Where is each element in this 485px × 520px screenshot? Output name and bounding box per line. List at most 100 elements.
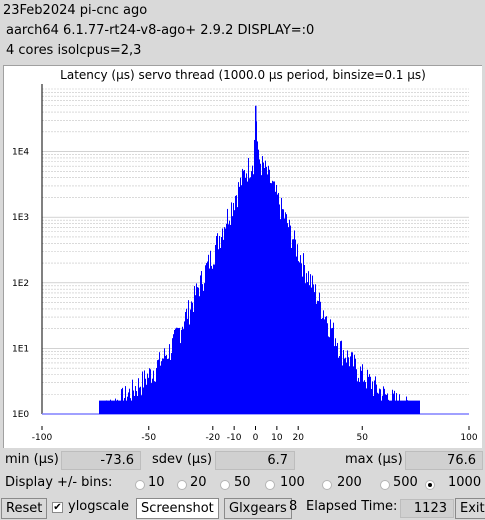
bins-radio-10[interactable] <box>135 480 145 490</box>
histogram-bar <box>302 276 303 414</box>
histogram-bar <box>304 265 305 414</box>
histogram-bar <box>317 300 318 414</box>
histogram-bar <box>344 358 345 414</box>
ylogscale-label[interactable]: ylogscale <box>68 499 130 514</box>
histogram-bar <box>152 378 153 414</box>
latency-histogram-chart: Latency (µs) servo thread (1000.0 µs per… <box>12 68 478 443</box>
histogram-bar <box>215 244 216 414</box>
bins-radio-50[interactable] <box>220 480 230 490</box>
histogram-bar <box>227 208 228 414</box>
histogram-bar <box>130 398 131 414</box>
glxgears-button[interactable]: Glxgears <box>224 498 292 519</box>
histogram-bar <box>401 400 402 414</box>
bins-radio-label-200[interactable]: 200 <box>337 475 362 490</box>
histogram-bar <box>408 400 409 414</box>
histogram-bar <box>237 207 238 414</box>
bins-radio-1000[interactable] <box>425 480 435 490</box>
histogram-bar <box>372 381 373 414</box>
histogram-bar <box>296 256 297 414</box>
histogram-bar <box>148 377 149 414</box>
histogram-bar <box>283 209 284 414</box>
histogram-bar <box>185 311 186 414</box>
screenshot-button[interactable]: Screenshot <box>136 498 219 519</box>
histogram-bar <box>356 369 357 414</box>
histogram-bar <box>201 271 202 414</box>
bins-radio-200[interactable] <box>322 480 332 490</box>
histogram-bar <box>234 210 235 414</box>
histogram-bar <box>273 181 274 414</box>
histogram-bar <box>217 233 218 414</box>
histogram-bar <box>123 400 124 414</box>
histogram-bar <box>142 371 143 414</box>
histogram-bar <box>398 400 399 414</box>
histogram-bar <box>319 292 320 414</box>
histogram-bar <box>323 310 324 414</box>
histogram-bar <box>153 370 154 414</box>
histogram-bar <box>387 393 388 414</box>
bins-radio-label-20[interactable]: 20 <box>190 475 207 490</box>
histogram-bar <box>301 263 302 414</box>
histogram-bar <box>136 391 137 414</box>
histogram-bar <box>196 283 197 414</box>
histogram-bar <box>231 202 232 414</box>
histogram-bar <box>343 350 344 414</box>
histogram-bar <box>198 287 199 414</box>
histogram-bar <box>173 334 174 414</box>
histogram-bar <box>383 386 384 414</box>
histogram-bar <box>379 388 380 414</box>
histogram-bar <box>339 355 340 414</box>
histogram-bar <box>192 302 193 414</box>
histogram-bar <box>151 383 152 414</box>
bins-radio-label-50[interactable]: 50 <box>234 475 251 490</box>
histogram-bar <box>284 218 285 414</box>
histogram-bar <box>377 392 378 414</box>
histogram-bar <box>285 212 286 414</box>
histogram-bar <box>371 389 372 414</box>
bins-radio-label-10[interactable]: 10 <box>148 475 165 490</box>
y-tick-label: 1E3 <box>12 213 29 223</box>
x-tick-label: 20 <box>292 433 304 443</box>
histogram-bar <box>210 250 211 414</box>
histogram-bar <box>225 228 226 414</box>
bins-radio-500[interactable] <box>380 480 390 490</box>
ylogscale-checkbox[interactable]: ✔ <box>52 502 63 513</box>
histogram-bar <box>159 352 160 414</box>
bins-radio-label-500[interactable]: 500 <box>393 475 418 490</box>
histogram-bar <box>126 400 127 414</box>
histogram-bar <box>340 341 341 414</box>
histogram-bar <box>103 400 104 414</box>
histogram-bar <box>418 400 419 414</box>
bins-radio-20[interactable] <box>177 480 187 490</box>
histogram-bar <box>362 364 363 414</box>
histogram-bar <box>365 382 366 414</box>
histogram-bar <box>402 400 403 414</box>
exit-button[interactable]: Exit <box>455 498 485 519</box>
histogram-bar <box>326 316 327 414</box>
histogram-bar <box>184 321 185 414</box>
histogram-bar <box>211 265 212 414</box>
histogram-bar <box>186 308 187 414</box>
histogram-bar <box>204 283 205 414</box>
reset-button[interactable]: Reset <box>1 498 48 519</box>
bins-radio-label-1000[interactable]: 1000 <box>448 475 482 490</box>
histogram-panel: Latency (µs) servo thread (1000.0 µs per… <box>3 65 482 448</box>
histogram-bar <box>240 177 241 414</box>
histogram-bar <box>375 376 376 414</box>
x-tick-label: 0 <box>253 433 259 443</box>
histogram-bar <box>278 192 279 414</box>
histogram-bar <box>313 284 314 414</box>
bins-radio-label-100[interactable]: 100 <box>280 475 305 490</box>
histogram-bar <box>200 275 201 414</box>
bins-radio-100[interactable] <box>265 480 275 490</box>
histogram-bar <box>353 366 354 414</box>
histogram-bar <box>412 400 413 414</box>
histogram-bar <box>269 169 270 414</box>
histogram-bar <box>242 168 243 414</box>
histogram-bar <box>386 394 387 414</box>
histogram-bar <box>208 254 209 414</box>
histogram-bar <box>261 175 262 414</box>
histogram-bar <box>335 338 336 414</box>
histogram-bar <box>155 381 156 414</box>
histogram-bar <box>310 274 311 414</box>
histogram-bar <box>199 296 200 414</box>
